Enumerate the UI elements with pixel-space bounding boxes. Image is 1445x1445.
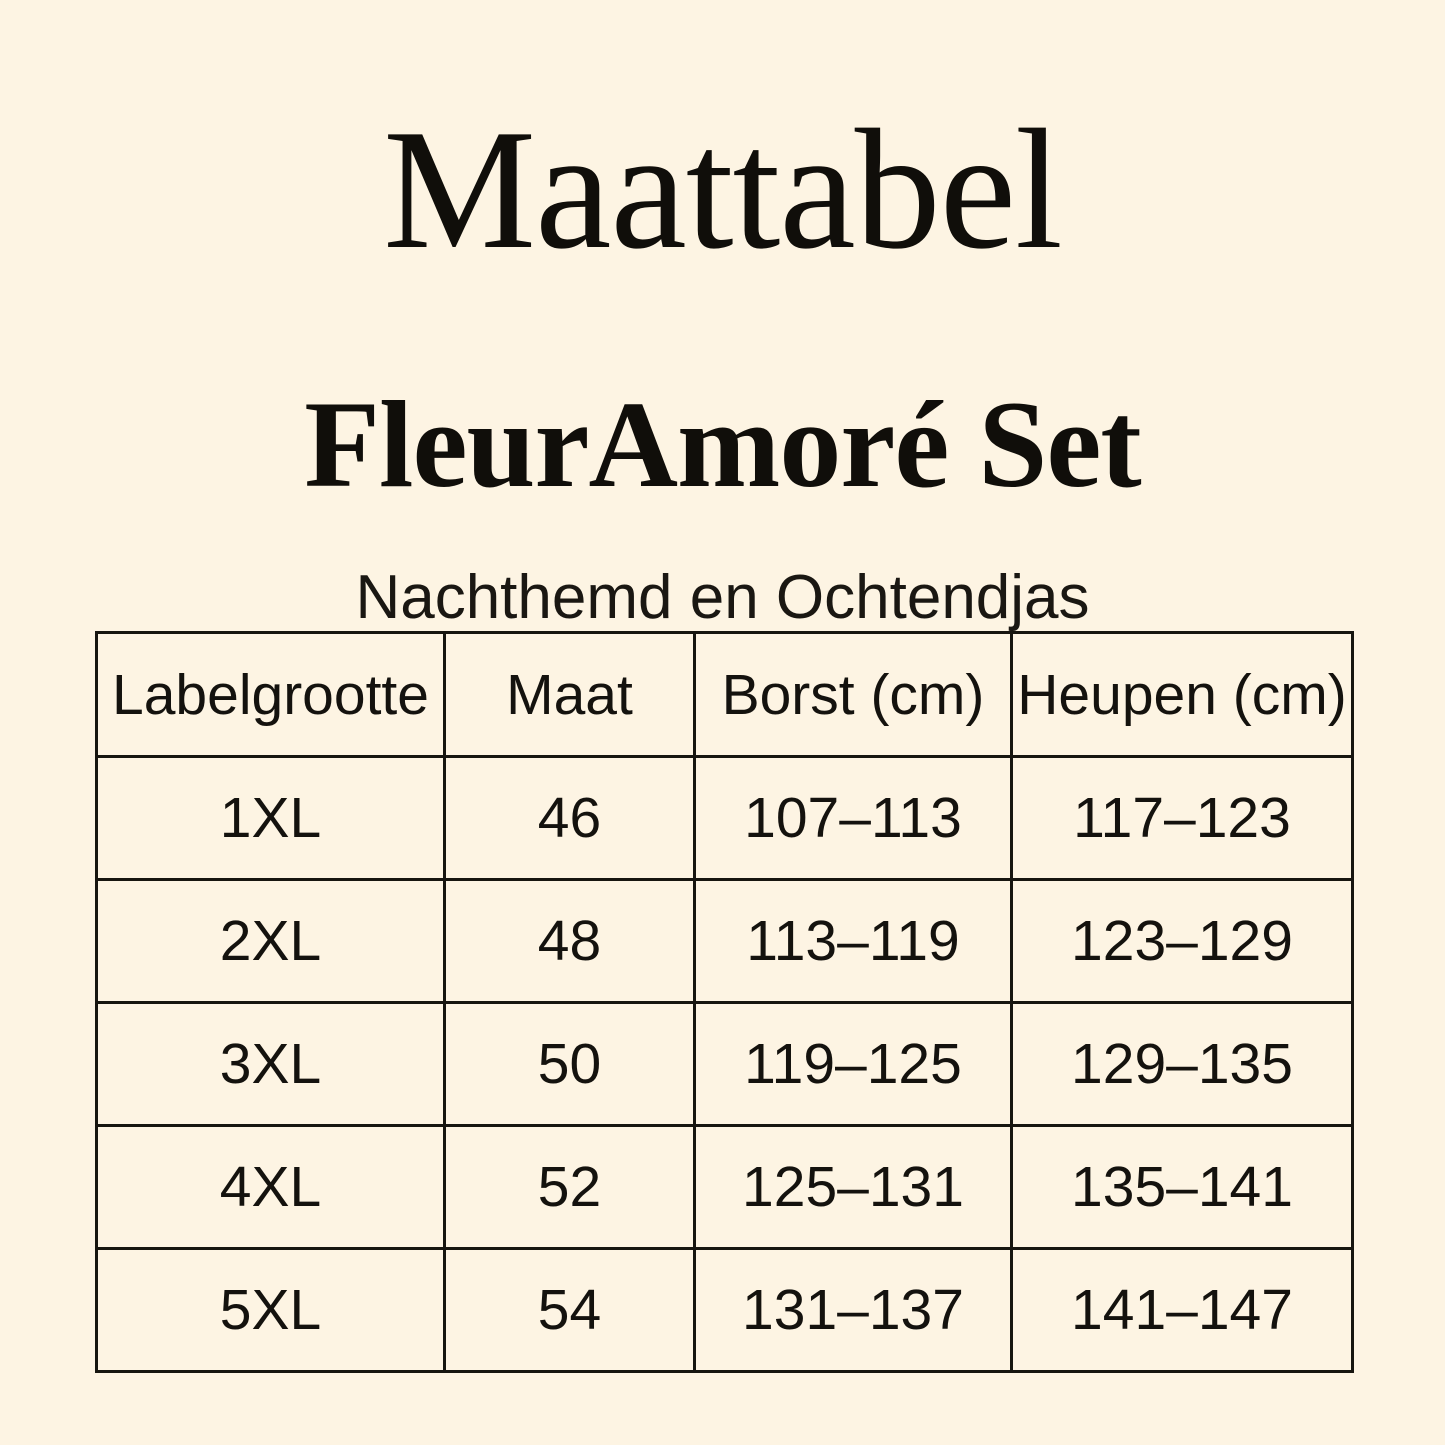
column-header-maat: Maat — [443, 631, 696, 758]
header-block: Maattabel FleurAmoré Set Nachthemd en Oc… — [0, 0, 1445, 629]
table-row: 4XL 52 125–131 135–141 — [95, 1124, 1354, 1250]
cell-heupen: 141–147 — [1010, 1247, 1354, 1373]
cell-heupen: 117–123 — [1010, 755, 1354, 881]
cell-borst: 107–113 — [693, 755, 1013, 881]
cell-label-size: 3XL — [95, 1001, 446, 1127]
cell-borst: 113–119 — [693, 878, 1013, 1004]
cell-maat: 52 — [443, 1124, 696, 1250]
column-header-heupen: Heupen (cm) — [1010, 631, 1354, 758]
table-row: 3XL 50 119–125 129–135 — [95, 1001, 1354, 1127]
cell-maat: 54 — [443, 1247, 696, 1373]
product-description: Nachthemd en Ochtendjas — [355, 563, 1090, 632]
table-row: 5XL 54 131–137 141–147 — [95, 1247, 1354, 1373]
cell-heupen: 135–141 — [1010, 1124, 1354, 1250]
page-title: Maattabel — [383, 95, 1063, 285]
table-row: 1XL 46 107–113 117–123 — [95, 755, 1354, 881]
cell-borst: 131–137 — [693, 1247, 1013, 1373]
cell-label-size: 4XL — [95, 1124, 446, 1250]
cell-label-size: 5XL — [95, 1247, 446, 1373]
table-row: 2XL 48 113–119 123–129 — [95, 878, 1354, 1004]
cell-label-size: 2XL — [95, 878, 446, 1004]
column-header-labelgrootte: Labelgrootte — [95, 631, 446, 758]
cell-maat: 50 — [443, 1001, 696, 1127]
size-table: Labelgrootte Maat Borst (cm) Heupen (cm)… — [95, 631, 1354, 1373]
column-header-borst: Borst (cm) — [693, 631, 1013, 758]
cell-heupen: 123–129 — [1010, 878, 1354, 1004]
product-name: FleurAmoré Set — [304, 376, 1141, 513]
cell-maat: 48 — [443, 878, 696, 1004]
table-header-row: Labelgrootte Maat Borst (cm) Heupen (cm) — [95, 631, 1354, 758]
size-table-container: Labelgrootte Maat Borst (cm) Heupen (cm)… — [95, 631, 1354, 1373]
cell-maat: 46 — [443, 755, 696, 881]
cell-label-size: 1XL — [95, 755, 446, 881]
cell-heupen: 129–135 — [1010, 1001, 1354, 1127]
cell-borst: 119–125 — [693, 1001, 1013, 1127]
cell-borst: 125–131 — [693, 1124, 1013, 1250]
